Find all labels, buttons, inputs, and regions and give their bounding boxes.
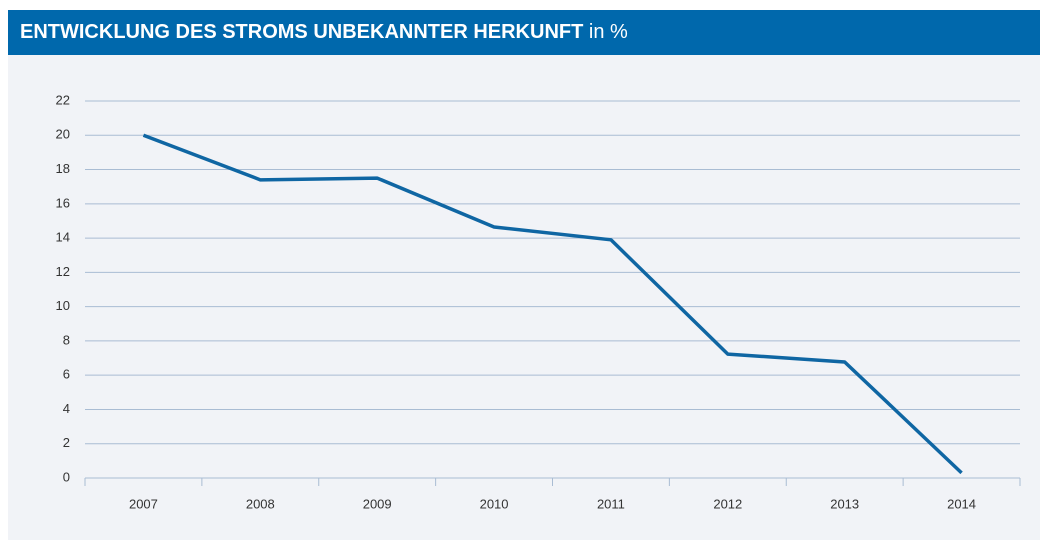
y-tick-label: 16 <box>56 195 70 210</box>
y-tick-label: 18 <box>56 161 70 176</box>
chart-background <box>8 55 1040 540</box>
data-line <box>142 133 963 475</box>
x-tick-label: 2012 <box>713 496 742 511</box>
y-tick-label: 4 <box>63 401 70 416</box>
x-tick-label: 2010 <box>480 496 509 511</box>
y-tick-label: 2 <box>63 435 70 450</box>
x-tick-label: 2013 <box>830 496 859 511</box>
y-tick-label: 0 <box>63 469 70 484</box>
x-tick-label: 2014 <box>947 496 976 511</box>
y-tick-label: 6 <box>63 367 70 382</box>
x-tick-label: 2011 <box>597 496 625 511</box>
chart-title: ENTWICKLUNG DES STROMS UNBEKANNTER HERKU… <box>20 21 583 43</box>
x-tick-label: 2009 <box>363 496 392 511</box>
y-tick-label: 10 <box>56 298 70 313</box>
y-tick-label: 14 <box>56 230 70 245</box>
x-tick-label: 2007 <box>129 496 158 511</box>
x-tick-label: 2008 <box>246 496 275 511</box>
y-tick-label: 12 <box>56 264 70 279</box>
y-tick-label: 20 <box>56 127 70 142</box>
header-bar <box>8 10 1040 55</box>
unit: in % <box>589 21 628 43</box>
y-tick-label: 8 <box>63 332 70 347</box>
y-tick-label: 22 <box>56 92 70 107</box>
header-text: ENTWICKLUNG DES STROMS UNBEKANNTER HERKU… <box>20 21 628 43</box>
